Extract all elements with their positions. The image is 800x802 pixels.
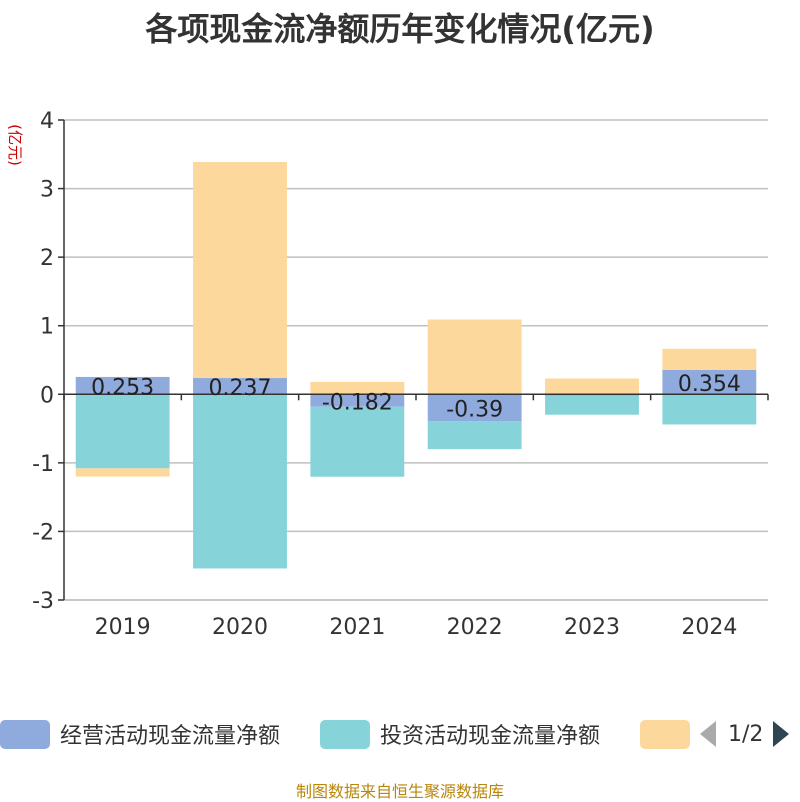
bar-2019-series-0[interactable] (75, 376, 170, 395)
bar-2022-series-2[interactable] (427, 319, 522, 395)
x-tick-label: 2020 (212, 615, 268, 640)
x-tick-label: 2024 (681, 615, 737, 640)
legend-pager: 1/2 (700, 716, 790, 752)
legend-swatch-operating (0, 719, 50, 749)
y-tick-label: -3 (32, 589, 54, 614)
legend-label-investing: 投资活动现金流量净额 (380, 724, 601, 749)
data-label-2022: -0.39 (446, 398, 503, 423)
bar-2020-series-1[interactable] (193, 394, 287, 569)
data-label-2020: 0.237 (209, 376, 272, 401)
x-tick-label: 2021 (329, 615, 385, 640)
legend: 经营活动现金流量净额 投资活动现金流量净额 (0, 716, 800, 752)
y-tick-label: -2 (32, 520, 54, 545)
legend-item-investing[interactable]: 投资活动现金流量净额 (320, 716, 600, 752)
y-tick-label: 2 (40, 246, 54, 271)
pager-next-icon[interactable] (773, 721, 790, 747)
bar-2019-series-1[interactable] (75, 394, 170, 469)
y-tick-label: 4 (40, 109, 54, 134)
data-label-2021: -0.182 (322, 391, 393, 416)
bar-2024-series-0[interactable] (662, 370, 757, 395)
grid-layer (64, 119, 768, 601)
bar-2024-series-2[interactable] (662, 348, 757, 371)
bar-2020-series-2[interactable] (193, 162, 287, 379)
pager-page-indicator: 1/2 (728, 721, 764, 747)
bar-2019-series-2[interactable] (75, 468, 170, 477)
y-tick-label: -1 (32, 452, 54, 477)
data-label-2019: 0.253 (91, 376, 154, 401)
bar-2021-series-0[interactable] (310, 394, 405, 407)
label-layer: 0.253 0.237 -0.182 -0.39 0.354 (91, 372, 741, 423)
legend-swatch-third (640, 719, 690, 749)
bar-layer (75, 162, 757, 569)
y-tick-label: 3 (40, 178, 54, 203)
bar-2022-series-0[interactable] (427, 394, 522, 422)
x-tick-label: 2022 (447, 615, 503, 640)
chart-title: 各项现金流净额历年变化情况(亿元) (145, 10, 655, 48)
y-tick-label: 0 (40, 383, 54, 408)
legend-item-operating[interactable]: 经营活动现金流量净额 (0, 716, 280, 752)
legend-label-operating: 经营活动现金流量净额 (60, 724, 281, 749)
data-source-note: 制图数据来自恒生聚源数据库 (295, 782, 504, 801)
y-axis-title: (亿元) (6, 124, 24, 166)
legend-swatch-investing (320, 719, 370, 749)
x-tick-label: 2023 (564, 615, 620, 640)
y-tick-label: 1 (40, 315, 54, 340)
bar-2021-series-1[interactable] (310, 406, 405, 477)
bar-2023-series-1[interactable] (545, 395, 639, 415)
pager-prev-icon[interactable] (700, 721, 716, 747)
axis-layer: 4 3 2 1 0 -1 -2 -3 2019 2020 2021 2022 2023 2024 (32, 109, 769, 640)
bar-2024-series-1[interactable] (662, 394, 757, 425)
bar-2021-series-2[interactable] (310, 381, 405, 395)
bar-2022-series-1[interactable] (427, 421, 522, 450)
x-tick-label: 2019 (95, 615, 151, 640)
bar-2020-series-0[interactable] (193, 378, 287, 395)
bar-2023-series-2[interactable] (545, 378, 639, 395)
legend-item-third[interactable] (640, 716, 690, 752)
data-label-2024: 0.354 (678, 372, 741, 397)
